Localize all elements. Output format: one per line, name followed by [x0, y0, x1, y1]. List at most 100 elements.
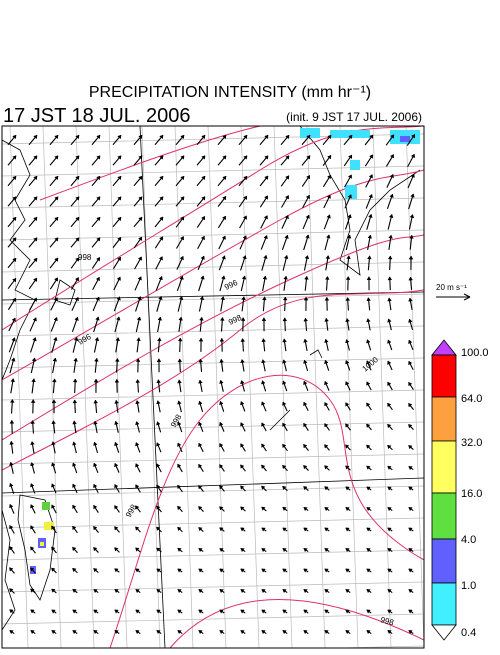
wind-head [390, 174, 393, 177]
wind-head [158, 317, 162, 320]
contour-label: 996 [223, 278, 239, 292]
wind-head [93, 442, 97, 445]
wind-vectors [8, 134, 415, 633]
wind-head [157, 380, 161, 383]
wind-head [369, 214, 373, 217]
wind-head [409, 277, 413, 280]
wind-head [326, 256, 330, 259]
wind-head [283, 339, 287, 342]
wind-head [95, 358, 99, 361]
wind-head [325, 339, 329, 342]
wind-head [324, 381, 327, 384]
parallel [2, 582, 424, 592]
wind-head [368, 256, 372, 259]
wind-head [135, 443, 139, 446]
wind-head [366, 340, 370, 343]
precipitation [30, 128, 420, 574]
wind-head [240, 380, 244, 383]
wind-head [137, 317, 141, 320]
wind-head [51, 484, 54, 487]
wind-head [32, 379, 36, 382]
isobars [2, 126, 424, 648]
wind-head [388, 256, 392, 259]
wind-head [52, 379, 56, 382]
wind-head [220, 338, 224, 341]
wind-head [157, 401, 161, 404]
wind-head [284, 276, 288, 279]
wind-head [305, 255, 309, 258]
wind-head [9, 483, 13, 486]
wind-head [54, 317, 57, 320]
wind-head [200, 296, 204, 299]
wind-head [388, 319, 392, 322]
wind-head [180, 256, 183, 259]
wind-head [93, 463, 96, 466]
colorbar-segment [432, 397, 456, 441]
wind-head [282, 402, 285, 405]
colorbar-label: 16.0 [461, 488, 482, 500]
wind-head [75, 297, 78, 300]
wind-head [11, 379, 15, 382]
wind-head [95, 337, 99, 340]
map-panel: 998 996 998 996 1000 998 998 998 [0, 126, 457, 650]
wind-head [222, 256, 226, 259]
wind-head [201, 256, 204, 259]
wind-head [33, 318, 36, 321]
wind-head [199, 359, 203, 362]
wind-head [387, 361, 390, 364]
wind-head [240, 402, 244, 405]
wind-head [367, 319, 371, 322]
coastlines [2, 126, 420, 630]
wind-head [178, 401, 182, 404]
wind-head [390, 194, 394, 197]
wind-head [241, 359, 245, 362]
wind-head [220, 317, 224, 320]
parallel [2, 166, 424, 176]
wind-head [243, 236, 246, 239]
wind-head [136, 380, 140, 383]
wind-head [325, 276, 329, 279]
contour-label: 998 [169, 412, 184, 429]
wind-head [347, 256, 351, 259]
wind-head [199, 380, 203, 383]
colorbar-segment [432, 355, 456, 397]
wind-head [178, 338, 182, 341]
wind-head [52, 442, 56, 445]
map-border [2, 126, 424, 648]
wind-head [283, 318, 287, 321]
colorbar-label: 1.0 [461, 580, 476, 592]
wind-head [11, 358, 15, 361]
valid-time: 17 JST 18 JUL. 2006 [3, 105, 191, 127]
wind-head [54, 337, 58, 340]
colorbar [432, 340, 456, 640]
wind-head [219, 401, 223, 404]
wind-head [9, 504, 12, 507]
wind-head [74, 358, 78, 361]
init-time: (init. 9 JST 17 JUL. 2006) [286, 110, 422, 124]
title: PRECIPITATION INTENSITY (mm hr⁻¹) [89, 84, 371, 101]
wind-head [285, 235, 289, 238]
wind-head [389, 214, 393, 217]
wind-head [96, 317, 100, 320]
wind-head [201, 276, 205, 279]
colorbar-labels: 100.0 64.0 32.0 16.0 4.0 1.0 0.4 [461, 347, 489, 639]
wind-head [327, 215, 331, 218]
wind-head [411, 194, 415, 197]
wind-head [200, 317, 204, 320]
wind-head [136, 400, 140, 403]
wind-head [30, 484, 34, 487]
wind-head [198, 401, 202, 404]
colorbar-segment [432, 441, 456, 493]
wind-head [96, 297, 99, 300]
wind-head [73, 400, 77, 403]
wind-reference: 20 m s⁻¹ [436, 283, 470, 300]
wind-head [325, 297, 329, 300]
wind-head [409, 256, 413, 259]
wind-head [94, 400, 98, 403]
wind-head [156, 443, 159, 446]
wind-head [411, 174, 414, 177]
parallel [2, 390, 424, 400]
colorbar-label: 4.0 [461, 534, 476, 546]
wind-head [263, 276, 267, 279]
